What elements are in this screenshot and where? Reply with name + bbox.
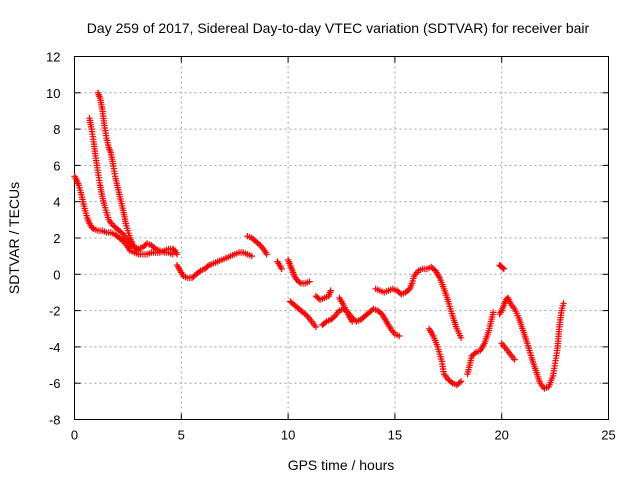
data-point-marker: [195, 268, 203, 276]
data-point-marker: [296, 279, 303, 286]
data-point-marker: [490, 309, 497, 316]
y-tick-label: 4: [53, 195, 60, 210]
x-tick-label: 20: [494, 428, 508, 443]
data-point-marker: [456, 379, 463, 386]
y-axis-label: SDTVAR / TECUs: [6, 182, 22, 294]
y-tick-label: -4: [49, 340, 61, 355]
data-point-marker: [302, 311, 310, 318]
data-point-marker: [169, 251, 176, 258]
data-point-marker: [500, 265, 507, 273]
data-point-marker: [255, 240, 263, 248]
plot-frame: [74, 56, 609, 420]
data-point-marker: [306, 278, 313, 285]
y-tick-label: -2: [49, 304, 61, 319]
data-point-marker: [349, 318, 356, 325]
data-point-marker: [116, 228, 124, 235]
data-point-marker: [471, 350, 478, 357]
data-point-marker: [447, 378, 455, 386]
chart-title: Day 259 of 2017, Sidereal Day-to-day VTE…: [87, 20, 590, 36]
data-point-marker: [327, 287, 334, 294]
data-point-marker: [330, 314, 337, 321]
data-point-marker: [457, 334, 465, 341]
y-tick-label: -8: [49, 413, 61, 428]
data-point-marker: [263, 251, 270, 258]
data-point-marker: [278, 265, 285, 273]
data-point-marker: [135, 247, 142, 254]
x-tick-label: 5: [178, 428, 185, 443]
data-point-marker: [134, 246, 141, 253]
data-point-marker: [312, 323, 320, 331]
y-tick-label: -6: [49, 376, 61, 391]
data-point-marker: [560, 300, 567, 307]
data-point-marker: [511, 356, 518, 363]
x-axis-label: GPS time / hours: [288, 457, 395, 473]
y-tick-label: 8: [53, 122, 60, 137]
y-tick-label: 0: [53, 267, 60, 282]
data-points: [71, 89, 567, 392]
data-point-marker: [396, 332, 403, 340]
data-point-marker: [151, 244, 158, 251]
y-tick-label: 2: [53, 231, 60, 246]
data-point-marker: [321, 319, 329, 326]
y-tick-label: 10: [46, 86, 60, 101]
x-tick-label: 10: [281, 428, 295, 443]
data-point-marker: [204, 263, 211, 270]
y-tick-label: 12: [46, 50, 60, 65]
x-tick-label: 25: [601, 428, 615, 443]
data-point-marker: [248, 252, 255, 260]
axis-ticks: 0 5 10 15 20 25 -8 -6 -4 -2 0 2 4 6 8 10 12: [46, 50, 616, 443]
grid: [74, 56, 609, 420]
x-tick-label: 15: [388, 428, 402, 443]
data-point-marker: [457, 378, 465, 385]
y-tick-label: 6: [53, 158, 60, 173]
data-point-marker: [499, 264, 506, 272]
x-tick-label: 0: [71, 428, 78, 443]
